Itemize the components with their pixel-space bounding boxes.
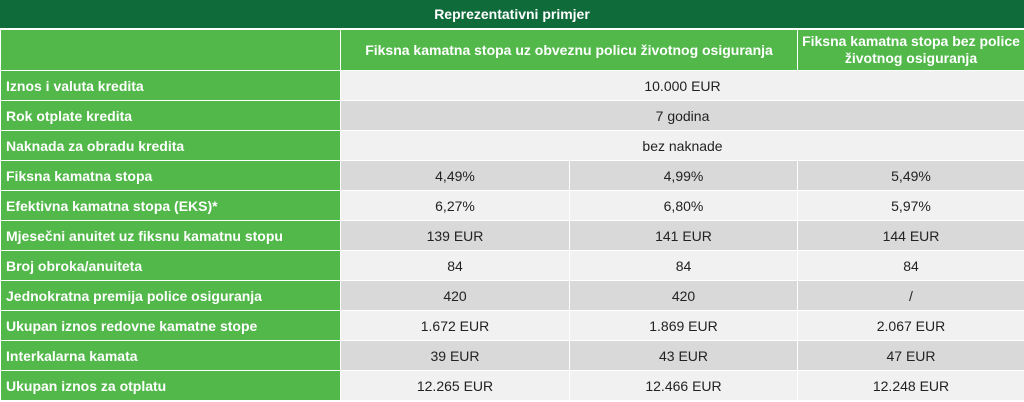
table-row: Interkalarna kamata 39 EUR 43 EUR 47 EUR bbox=[0, 340, 1024, 371]
cell-value: 420 bbox=[340, 280, 570, 311]
row-label: Efektivna kamatna stopa (EKS)* bbox=[0, 190, 341, 221]
row-label: Ukupan iznos redovne kamatne stope bbox=[0, 310, 341, 341]
cell-value: 84 bbox=[797, 250, 1024, 281]
row-label: Fiksna kamatna stopa bbox=[0, 160, 341, 191]
row-value: bez naknade bbox=[340, 130, 1024, 161]
row-value: 10.000 EUR bbox=[340, 70, 1024, 101]
cell-value: 6,80% bbox=[569, 190, 798, 221]
header-empty-cell bbox=[0, 29, 341, 71]
cell-value: 5,49% bbox=[797, 160, 1024, 191]
cell-value: 43 EUR bbox=[569, 340, 798, 371]
cell-value: 144 EUR bbox=[797, 220, 1024, 251]
cell-value: 2.067 EUR bbox=[797, 310, 1024, 341]
cell-value: 12.265 EUR bbox=[340, 370, 570, 401]
header-with-insurance: Fiksna kamatna stopa uz obveznu policu ž… bbox=[340, 29, 798, 71]
table-row: Mjesečni anuitet uz fiksnu kamatnu stopu… bbox=[0, 220, 1024, 251]
row-label: Iznos i valuta kredita bbox=[0, 70, 341, 101]
row-label: Interkalarna kamata bbox=[0, 340, 341, 371]
row-label: Naknada za obradu kredita bbox=[0, 130, 341, 161]
row-value: 7 godina bbox=[340, 100, 1024, 131]
cell-value: 39 EUR bbox=[340, 340, 570, 371]
cell-value: 4,49% bbox=[340, 160, 570, 191]
table-title: Reprezentativni primjer bbox=[0, 0, 1024, 29]
row-label: Jednokratna premija police osiguranja bbox=[0, 280, 341, 311]
cell-value: 1.869 EUR bbox=[569, 310, 798, 341]
cell-value: 84 bbox=[340, 250, 570, 281]
cell-value: 12.248 EUR bbox=[797, 370, 1024, 401]
cell-value: 6,27% bbox=[340, 190, 570, 221]
representative-example-table: Fiksna kamatna stopa uz obveznu policu ž… bbox=[0, 29, 1024, 401]
row-label: Mjesečni anuitet uz fiksnu kamatnu stopu bbox=[0, 220, 341, 251]
table-row: Fiksna kamatna stopa 4,49% 4,99% 5,49% bbox=[0, 160, 1024, 191]
table-row: Iznos i valuta kredita 10.000 EUR bbox=[0, 70, 1024, 101]
cell-value: / bbox=[797, 280, 1024, 311]
cell-value: 420 bbox=[569, 280, 798, 311]
cell-value: 141 EUR bbox=[569, 220, 798, 251]
cell-value: 5,97% bbox=[797, 190, 1024, 221]
row-label: Rok otplate kredita bbox=[0, 100, 341, 131]
row-label: Ukupan iznos za otplatu bbox=[0, 370, 341, 401]
table-row: Ukupan iznos za otplatu 12.265 EUR 12.46… bbox=[0, 370, 1024, 401]
cell-value: 4,99% bbox=[569, 160, 798, 191]
table-row: Jednokratna premija police osiguranja 42… bbox=[0, 280, 1024, 311]
cell-value: 47 EUR bbox=[797, 340, 1024, 371]
cell-value: 1.672 EUR bbox=[340, 310, 570, 341]
table-row: Efektivna kamatna stopa (EKS)* 6,27% 6,8… bbox=[0, 190, 1024, 221]
table-row: Naknada za obradu kredita bez naknade bbox=[0, 130, 1024, 161]
table-row: Ukupan iznos redovne kamatne stope 1.672… bbox=[0, 310, 1024, 341]
header-without-insurance: Fiksna kamatna stopa bez police životnog… bbox=[797, 29, 1024, 71]
table-row: Broj obroka/anuiteta 84 84 84 bbox=[0, 250, 1024, 281]
cell-value: 139 EUR bbox=[340, 220, 570, 251]
row-label: Broj obroka/anuiteta bbox=[0, 250, 341, 281]
header-row: Fiksna kamatna stopa uz obveznu policu ž… bbox=[0, 29, 1024, 71]
cell-value: 12.466 EUR bbox=[569, 370, 798, 401]
table-row: Rok otplate kredita 7 godina bbox=[0, 100, 1024, 131]
cell-value: 84 bbox=[569, 250, 798, 281]
